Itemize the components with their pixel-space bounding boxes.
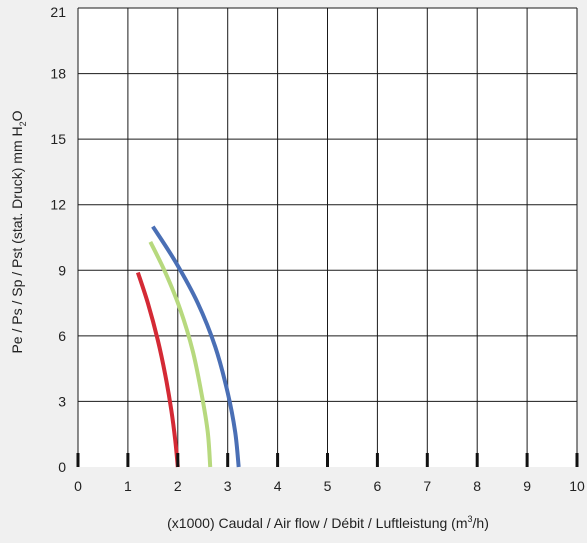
y-tick-labels: 0 3 6 9 12 15 18 21 bbox=[50, 4, 66, 475]
x-tick-label: 5 bbox=[324, 478, 332, 494]
horizontal-grid bbox=[78, 7, 577, 402]
x-axis-label: (x1000) Caudal / Air flow / Débit / Luft… bbox=[167, 514, 489, 531]
x-tick-marks bbox=[76, 453, 579, 467]
x-axis-label-end: /h) bbox=[473, 515, 489, 531]
y-axis-label-sub: 2 bbox=[18, 121, 28, 126]
vertical-grid bbox=[77, 8, 578, 467]
y-tick-label: 6 bbox=[58, 328, 66, 344]
x-axis-label-main: (x1000) Caudal / Air flow / Débit / Luft… bbox=[167, 515, 467, 531]
x-tick-label: 10 bbox=[569, 478, 585, 494]
y-tick-label: 0 bbox=[58, 459, 66, 475]
x-tick-label: 3 bbox=[224, 478, 232, 494]
y-tick-label: 18 bbox=[50, 66, 66, 82]
series-line-1 bbox=[135, 271, 180, 468]
y-tick-label: 9 bbox=[58, 262, 66, 278]
series-line-2 bbox=[148, 240, 213, 468]
y-tick-label: 3 bbox=[58, 393, 66, 409]
y-tick-label: 21 bbox=[50, 4, 66, 20]
x-tick-labels: 0 1 2 3 4 5 6 7 8 9 10 bbox=[74, 478, 585, 494]
series-layer bbox=[135, 225, 241, 468]
y-axis-label-main: Pe / Ps / Sp / Pst (stat. Druck) mm H bbox=[9, 126, 25, 353]
y-axis-label-end: O bbox=[9, 110, 25, 121]
y-axis-label: Pe / Ps / Sp / Pst (stat. Druck) mm H2O bbox=[9, 110, 28, 353]
y-tick-label: 12 bbox=[50, 197, 66, 213]
x-tick-label: 0 bbox=[74, 478, 82, 494]
series-line-3 bbox=[151, 225, 241, 468]
y-tick-label: 15 bbox=[50, 131, 66, 147]
x-tick-label: 7 bbox=[423, 478, 431, 494]
x-tick-label: 9 bbox=[523, 478, 531, 494]
x-tick-label: 4 bbox=[274, 478, 282, 494]
x-tick-label: 1 bbox=[124, 478, 132, 494]
x-tick-label: 6 bbox=[374, 478, 382, 494]
x-tick-label: 2 bbox=[174, 478, 182, 494]
x-tick-label: 8 bbox=[473, 478, 481, 494]
x-axis-label-sup: 3 bbox=[468, 514, 473, 524]
